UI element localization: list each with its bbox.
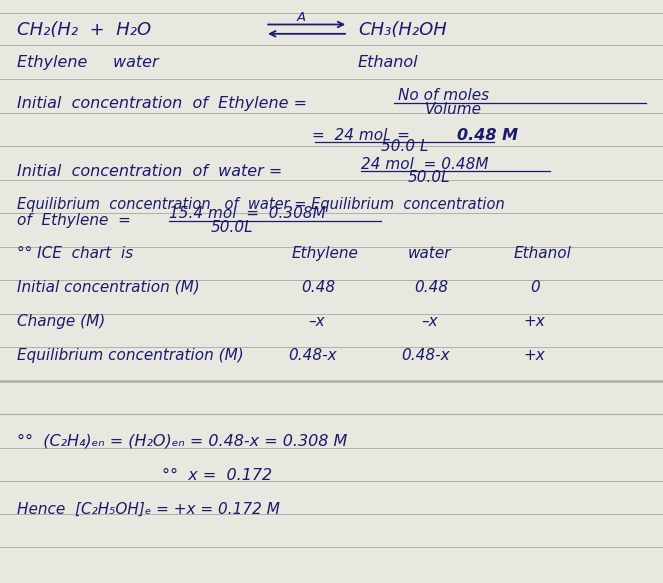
Text: 0.48 M: 0.48 M xyxy=(457,128,518,143)
Text: –x: –x xyxy=(308,314,325,329)
Text: °°  (C₂H₄)ₑₙ = (H₂O)ₑₙ = 0.48-x = 0.308 M: °° (C₂H₄)ₑₙ = (H₂O)ₑₙ = 0.48-x = 0.308 M xyxy=(17,434,347,449)
Text: °°  x =  0.172: °° x = 0.172 xyxy=(162,468,272,483)
Text: 15.4 mol  =  0.308M: 15.4 mol = 0.308M xyxy=(169,206,326,221)
Text: =  24 mol  =: = 24 mol = xyxy=(312,128,410,143)
Text: 50.0 L: 50.0 L xyxy=(381,139,429,154)
Text: +x: +x xyxy=(524,314,546,329)
Text: of  Ethylene  =: of Ethylene = xyxy=(17,213,131,228)
Text: Hence  [C₂H₅OH]ₑ = +x = 0.172 M: Hence [C₂H₅OH]ₑ = +x = 0.172 M xyxy=(17,501,279,517)
Text: –x: –x xyxy=(421,314,438,329)
Text: Ethylene     water: Ethylene water xyxy=(17,55,158,71)
Text: A: A xyxy=(297,11,306,24)
Text: CH₂(H₂  +  H₂O: CH₂(H₂ + H₂O xyxy=(17,22,151,39)
Text: Equilibrium  concentration   of  water = Equilibrium  concentration: Equilibrium concentration of water = Equ… xyxy=(17,196,505,212)
Text: Initial  concentration  of  Ethylene =: Initial concentration of Ethylene = xyxy=(17,96,306,111)
Text: 0.48-x: 0.48-x xyxy=(288,348,337,363)
Text: 0.48: 0.48 xyxy=(414,280,448,295)
Text: 24 mol  = 0.48M: 24 mol = 0.48M xyxy=(361,157,489,172)
Text: Change (M): Change (M) xyxy=(17,314,105,329)
Text: 50.0L: 50.0L xyxy=(211,220,253,235)
Text: °° ICE  chart  is: °° ICE chart is xyxy=(17,246,133,261)
Text: Initial  concentration  of  water =: Initial concentration of water = xyxy=(17,164,282,179)
Text: +x: +x xyxy=(524,348,546,363)
Text: 0.48: 0.48 xyxy=(302,280,335,295)
Text: 0: 0 xyxy=(530,280,540,295)
Text: Ethanol: Ethanol xyxy=(514,246,572,261)
Text: No of moles: No of moles xyxy=(398,88,489,103)
Text: water: water xyxy=(408,246,452,261)
Text: Ethylene: Ethylene xyxy=(292,246,359,261)
Text: CH₃(H₂OH: CH₃(H₂OH xyxy=(358,22,447,39)
Text: 50.0L: 50.0L xyxy=(408,170,450,185)
Text: Initial concentration (M): Initial concentration (M) xyxy=(17,280,200,295)
Text: Volume: Volume xyxy=(424,102,481,117)
Text: Ethanol: Ethanol xyxy=(358,55,418,71)
Text: Equilibrium concentration (M): Equilibrium concentration (M) xyxy=(17,348,243,363)
Text: 0.48-x: 0.48-x xyxy=(401,348,450,363)
